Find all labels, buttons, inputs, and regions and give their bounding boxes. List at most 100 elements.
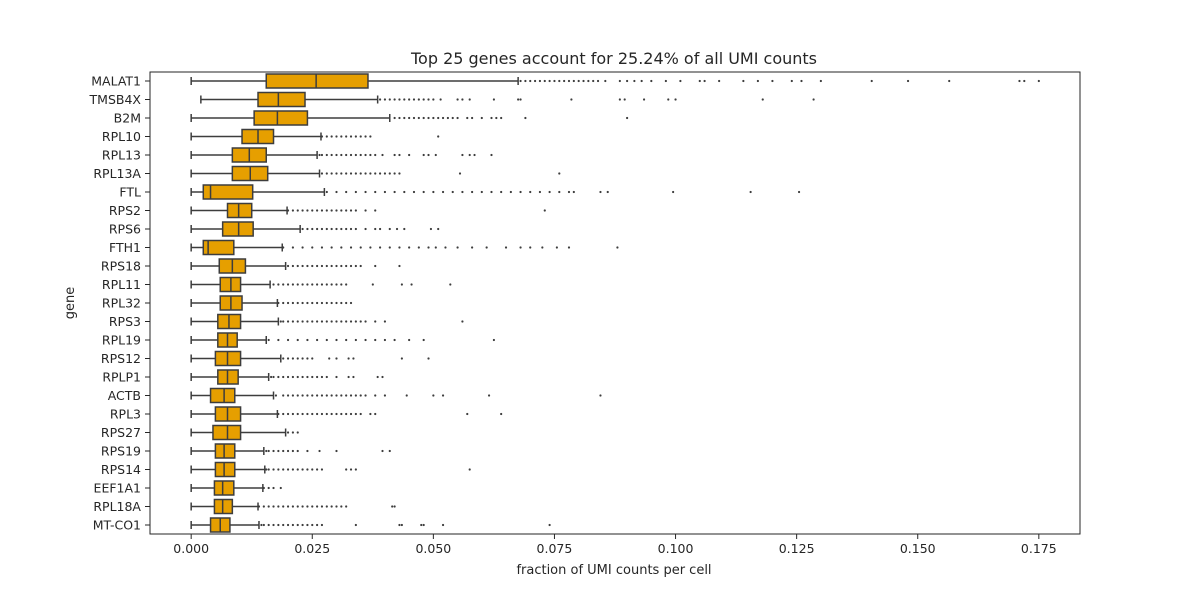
outlier-point xyxy=(374,394,377,397)
outlier-point xyxy=(277,338,280,342)
outlier-point xyxy=(301,505,304,508)
outlier-point xyxy=(330,246,333,249)
outlier-point xyxy=(543,79,546,83)
box-ftl: FTL xyxy=(119,184,801,200)
outlier-point xyxy=(269,375,273,379)
outlier-point xyxy=(555,246,558,249)
outlier-point xyxy=(359,394,362,397)
outlier-point xyxy=(420,523,423,527)
outlier-point xyxy=(296,283,299,286)
outlier-point xyxy=(311,283,314,286)
outlier-point xyxy=(403,98,406,101)
outlier-point xyxy=(320,209,324,212)
outlier-point xyxy=(286,264,290,268)
chart-title: Top 25 genes account for 25.24% of all U… xyxy=(410,49,817,68)
outlier-point xyxy=(282,375,285,379)
outlier-point xyxy=(306,301,309,305)
outlier-point xyxy=(301,523,304,527)
y-tick-label: RPS14 xyxy=(101,462,141,477)
outlier-point xyxy=(349,246,353,249)
outlier-point xyxy=(466,116,469,120)
outlier-point xyxy=(335,412,338,416)
outlier-point xyxy=(473,153,476,157)
outlier-point xyxy=(267,468,270,471)
outlier-point xyxy=(340,412,343,416)
outlier-point xyxy=(282,320,285,323)
outlier-point xyxy=(286,375,290,379)
outlier-point xyxy=(664,79,667,83)
outlier-point xyxy=(352,375,355,379)
outlier-point xyxy=(471,246,474,249)
outlier-point xyxy=(616,246,619,249)
y-tick-label: RPL10 xyxy=(102,129,141,144)
outlier-point xyxy=(718,79,721,83)
y-tick-label: RPL3 xyxy=(110,407,141,422)
outlier-point xyxy=(446,116,449,120)
outlier-point xyxy=(582,79,585,83)
outlier-point xyxy=(320,172,324,175)
outlier-point xyxy=(369,135,372,138)
outlier-point xyxy=(558,172,561,175)
outlier-point xyxy=(330,394,333,397)
outlier-point xyxy=(311,412,314,416)
y-tick-label: TMSB4X xyxy=(89,92,142,107)
outlier-point xyxy=(320,227,324,231)
outlier-point xyxy=(291,209,294,212)
outlier-point xyxy=(354,264,357,268)
outlier-point xyxy=(471,116,474,120)
outlier-point xyxy=(819,79,822,83)
outlier-point xyxy=(316,523,319,527)
outlier-point xyxy=(272,449,275,453)
outlier-point xyxy=(364,172,367,175)
outlier-point xyxy=(509,190,512,194)
outlier-point xyxy=(335,209,338,212)
box-malat1: MALAT1 xyxy=(91,73,1040,89)
outlier-point xyxy=(340,209,343,212)
outlier-point xyxy=(533,79,537,83)
y-tick-label: RPL32 xyxy=(102,296,141,311)
outlier-point xyxy=(1018,79,1021,83)
outlier-point xyxy=(369,246,372,249)
outlier-point xyxy=(354,468,357,471)
outlier-point xyxy=(412,116,416,120)
outlier-point xyxy=(301,468,304,471)
box-actb: ACTB xyxy=(108,387,602,404)
box-rps14: RPS14 xyxy=(101,461,471,478)
box-rplp1: RPLP1 xyxy=(102,369,384,385)
y-tick-label: B2M xyxy=(114,111,141,126)
outlier-point xyxy=(359,135,362,138)
outlier-point xyxy=(296,468,299,471)
outlier-point xyxy=(427,98,430,101)
outlier-point xyxy=(369,172,372,175)
outlier-point xyxy=(398,264,401,268)
outlier-point xyxy=(330,153,333,157)
outlier-point xyxy=(340,283,343,286)
outlier-point xyxy=(378,172,382,175)
outlier-point xyxy=(790,79,793,83)
outlier-point xyxy=(286,357,290,360)
outlier-point xyxy=(374,264,377,268)
outlier-point xyxy=(451,190,454,194)
outlier-point xyxy=(340,246,343,249)
outlier-point xyxy=(471,190,474,194)
outlier-point xyxy=(311,227,314,231)
outlier-point xyxy=(422,153,425,157)
outlier-point xyxy=(325,135,328,138)
outlier-point xyxy=(316,264,319,268)
outlier-point xyxy=(572,190,575,194)
outlier-point xyxy=(282,357,285,360)
outlier-point xyxy=(441,523,445,527)
outlier-point xyxy=(306,468,309,471)
outlier-point xyxy=(291,412,294,416)
outlier-point xyxy=(335,190,338,194)
outlier-point xyxy=(388,449,391,453)
outlier-point xyxy=(311,505,314,508)
outlier-point xyxy=(306,227,309,231)
outlier-point xyxy=(301,246,304,249)
outlier-point xyxy=(345,227,348,231)
outlier-point xyxy=(286,523,290,527)
outlier-point xyxy=(320,468,324,471)
outlier-point xyxy=(422,338,425,342)
outlier-point xyxy=(391,505,394,508)
